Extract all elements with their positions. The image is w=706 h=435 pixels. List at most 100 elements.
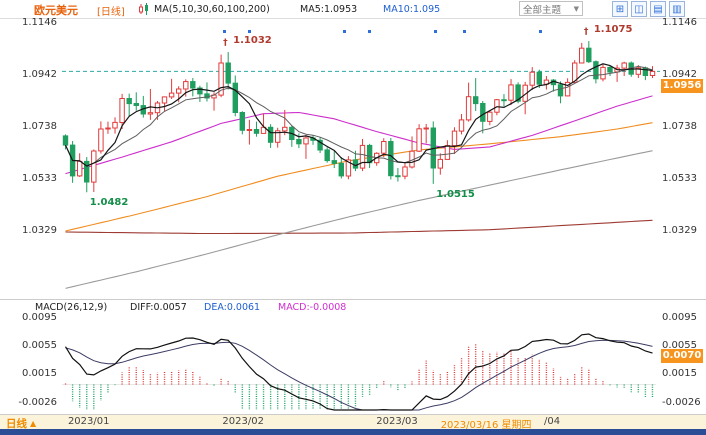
candle-body [402, 166, 408, 177]
candle-body [586, 47, 592, 63]
candle-body [197, 87, 203, 95]
candle-body [635, 67, 641, 75]
high-marker-icon: † [223, 38, 228, 49]
candle-body [381, 141, 387, 154]
macd-axis-label: 0.0055 [22, 340, 57, 351]
candle-body [508, 84, 514, 101]
candle-body [621, 62, 627, 69]
event-marker[interactable] [368, 30, 372, 33]
candle-body [628, 62, 634, 75]
candle-body [487, 111, 493, 122]
ma-line-ma60 [65, 122, 653, 232]
candle-body [515, 84, 521, 102]
macd-axis-label: -0.0026 [662, 396, 701, 408]
layout-grid-icon[interactable]: ⊞ [612, 1, 628, 17]
candle-body [451, 130, 458, 147]
candle-body [91, 150, 97, 183]
low-price-annotation: 1.0515 [436, 188, 475, 200]
event-marker[interactable] [343, 30, 347, 33]
candle-body [218, 62, 224, 96]
candle-body [536, 71, 542, 85]
candle-body [366, 144, 373, 164]
candle-body [649, 70, 656, 77]
triangle-up-icon: ▲ [30, 419, 37, 428]
timeframe-label: [日线] [97, 7, 125, 18]
price-axis-label: 1.1146 [22, 17, 57, 28]
price-axis-label: 1.0942 [22, 68, 57, 80]
candle-body [579, 47, 585, 64]
candle-body [345, 159, 352, 177]
price-axis-label: 1.1146 [662, 17, 697, 28]
price-axis-label: 1.0738 [662, 120, 697, 132]
candle-body [423, 127, 429, 130]
candle-body [543, 79, 550, 85]
x-axis-label: 2023/03 [376, 416, 418, 427]
candle-body [119, 98, 125, 123]
candle-body [77, 160, 83, 177]
macd-axis-label: 0.0095 [662, 312, 697, 323]
candle-body [409, 150, 415, 168]
last-price-tag: 1.0956 [661, 79, 703, 93]
candle-body [593, 61, 599, 80]
layout-columns-icon[interactable]: ▥ [669, 1, 685, 17]
event-marker[interactable] [463, 30, 467, 33]
candle-body [260, 126, 267, 134]
theme-dropdown[interactable]: 全部主题 ▼ [519, 1, 583, 16]
candle-body [458, 119, 465, 132]
macd-title: MACD(26,12,9) [35, 302, 108, 313]
layout-rows-icon[interactable]: ▤ [650, 1, 666, 17]
price-axis-label: 1.0533 [662, 173, 697, 185]
macd-hist-value: MACD:-0.0008 [278, 302, 347, 313]
candle-body [522, 84, 528, 102]
event-marker[interactable] [538, 30, 542, 33]
ma-line-ma100 [65, 150, 653, 289]
event-marker[interactable] [223, 30, 227, 33]
kline-icon [138, 3, 150, 18]
macd-axis-label: 0.0095 [22, 312, 57, 323]
candle-body [480, 103, 486, 122]
candle-body [176, 88, 182, 94]
candle-body [112, 121, 118, 129]
high-price-annotation: 1.1075 [593, 24, 633, 36]
ma-line-ma10 [65, 65, 653, 167]
tab-daily[interactable]: 日线 ▲ [6, 416, 36, 431]
macd-axis-label: -0.0026 [18, 396, 57, 408]
candle-body [416, 128, 422, 152]
candle-body [84, 160, 90, 183]
candle-body [62, 135, 69, 146]
layout-split-icon[interactable]: ◫ [631, 1, 647, 17]
high-price-annotation: 1.1032 [233, 35, 272, 47]
candle-body [572, 62, 578, 83]
ma10-value: MA10:1.095 [383, 4, 441, 15]
candle-body [190, 81, 196, 89]
macd-value-tag: 0.0070 [661, 349, 703, 363]
macd-dea-value: DEA:0.0061 [204, 302, 261, 313]
candle-body [133, 103, 140, 106]
price-axis-label: 1.0942 [662, 68, 697, 80]
candle-body [614, 67, 620, 73]
event-marker[interactable] [433, 30, 437, 33]
event-marker[interactable] [248, 30, 252, 33]
x-axis-label: 2023/02 [222, 416, 264, 427]
candle-body [282, 126, 288, 132]
candle-body [352, 159, 359, 169]
x-axis-label: /04 [544, 416, 561, 427]
candle-body [183, 81, 189, 90]
candle-body [246, 129, 253, 131]
candle-body [324, 149, 330, 162]
candle-body [437, 158, 444, 169]
window-buttons-group: ⊞ ◫ ▤ ▥ [612, 1, 685, 17]
candle-body [317, 139, 323, 151]
candle-body [105, 127, 111, 130]
bottom-bar [0, 429, 706, 435]
price-axis-label: 1.0738 [22, 120, 57, 132]
macd-axis-label: 0.0015 [22, 368, 57, 379]
macd-diff-value: DIFF:0.0057 [130, 302, 187, 313]
candle-body [239, 112, 246, 131]
candle-body [338, 162, 345, 177]
candle-body [642, 67, 649, 77]
candle-body [529, 71, 535, 86]
candle-body [126, 98, 132, 105]
theme-dropdown-label: 全部主题 [523, 4, 562, 16]
candle-body [232, 82, 239, 113]
